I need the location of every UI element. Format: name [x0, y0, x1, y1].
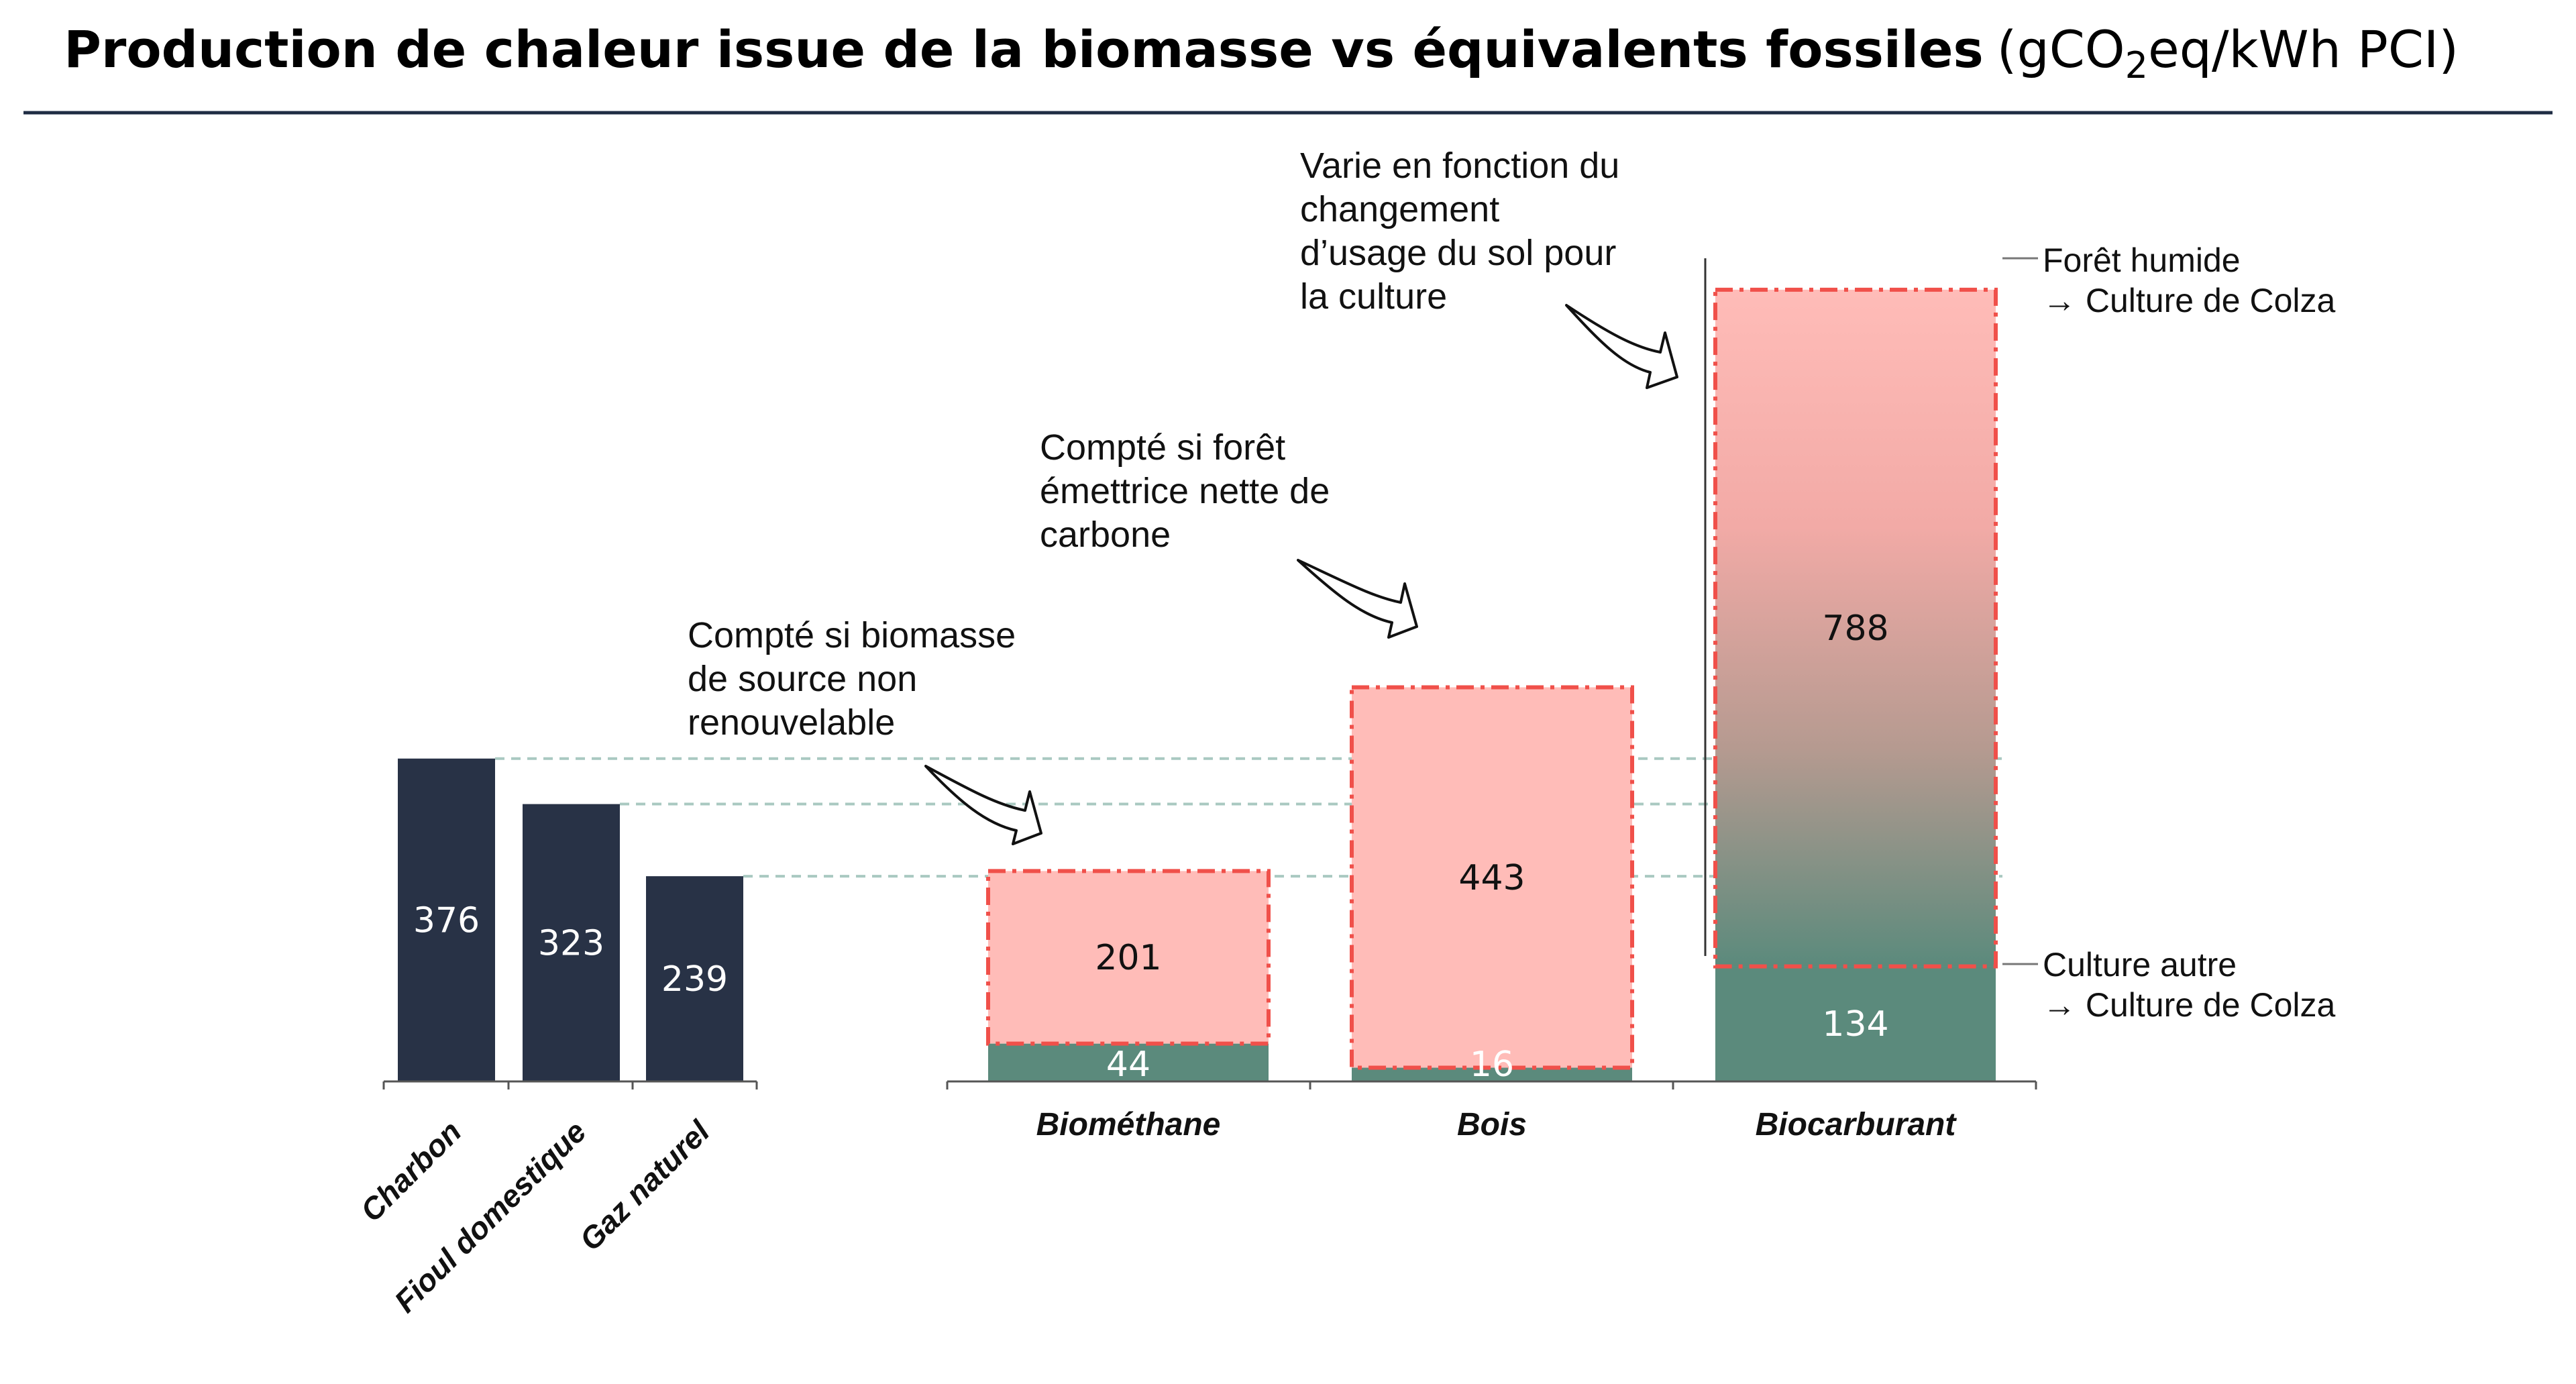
value-label-base-1: 16 — [1470, 1045, 1514, 1085]
axes — [382, 1080, 2037, 1089]
bar-base-1 — [1352, 1067, 1632, 1081]
value-label-extra-0: 201 — [1095, 938, 1161, 978]
annotation-biocarburant-line-4: la culture — [1300, 276, 1447, 317]
annotation-biocarburant-line-3: d’usage du sol pour — [1300, 233, 1616, 273]
bar-extra-0 — [988, 871, 1269, 1044]
annotation-range-bottom: Culture autre → Culture de Colza — [2043, 946, 2335, 1024]
chart-title-unit-subscript: 2 — [2125, 44, 2148, 87]
annotation-range-top-line-1: Forêt humide — [2043, 242, 2241, 279]
chart-title-unit: (gCO — [1997, 19, 2125, 79]
annotation-range-bottom-line-2: → Culture de Colza — [2043, 986, 2335, 1024]
annotation-biomethane-line-2: de source non — [688, 659, 917, 699]
annotation-biomethane: Compté si biomasse de source non renouve… — [688, 615, 1016, 743]
bar-base-2 — [1715, 966, 1996, 1081]
annotation-biocarburant-line-2: changement — [1300, 189, 1499, 229]
bar-extra-outline-2 — [1713, 287, 1998, 969]
arrow-to-bois — [1297, 559, 1418, 639]
annotation-bois-line-3: carbone — [1040, 515, 1171, 555]
bar-extra-2 — [1715, 289, 1996, 967]
value-label-extra-1: 443 — [1458, 858, 1525, 898]
bar-extra-outline-0 — [986, 869, 1271, 1046]
annotation-biocarburant: Varie en fonction du changement d’usage … — [1300, 146, 1619, 317]
annotation-range-top: Forêt humide → Culture de Colza — [2043, 242, 2335, 319]
annotation-biomethane-line-3: renouvelable — [688, 702, 895, 743]
category-label-biomass-1: Bois — [1457, 1107, 1527, 1142]
bar-fossil-0 — [398, 758, 495, 1081]
bar-base-0 — [988, 1043, 1269, 1081]
category-label-fossil-2: Gaz naturel — [573, 1113, 717, 1257]
category-label-fossil-0: Charbon — [354, 1114, 468, 1228]
category-label-biomass-0: Biométhane — [1036, 1107, 1221, 1142]
annotation-bois-line-1: Compté si forêt — [1040, 427, 1285, 468]
bars — [398, 287, 1998, 1081]
chart-title-main: Production de chaleur issue de la biomas… — [64, 19, 1984, 79]
annotation-biocarburant-line-1: Varie en fonction du — [1300, 146, 1619, 186]
value-label-base-0: 44 — [1106, 1045, 1150, 1085]
chart-title: Production de chaleur issue de la biomas… — [64, 19, 2459, 87]
bar-extra-1 — [1352, 687, 1632, 1068]
value-label-fossil-2: 239 — [661, 959, 728, 1000]
arrow-to-biomethane — [924, 765, 1042, 845]
bar-fossil-1 — [523, 804, 620, 1081]
chart-title-unit-rest: eq/kWh PCI) — [2148, 19, 2459, 79]
arrow-to-biocarburant — [1565, 304, 1678, 389]
value-label-fossil-0: 376 — [413, 900, 480, 941]
value-label-fossil-1: 323 — [538, 923, 604, 963]
annotation-biomethane-line-1: Compté si biomasse — [688, 615, 1016, 655]
bar-fossil-2 — [646, 876, 743, 1081]
annotation-range-top-line-2: → Culture de Colza — [2043, 282, 2335, 319]
annotation-bois: Compté si forêt émettrice nette de carbo… — [1040, 427, 1330, 555]
annotation-range-bottom-line-1: Culture autre — [2043, 946, 2237, 983]
value-label-base-2: 134 — [1822, 1004, 1888, 1045]
category-label-biomass-2: Biocarburant — [1756, 1107, 1957, 1142]
bar-extra-outline-1 — [1350, 685, 1634, 1070]
value-label-extra-2: 788 — [1822, 608, 1888, 649]
annotation-bois-line-2: émettrice nette de — [1040, 471, 1330, 511]
